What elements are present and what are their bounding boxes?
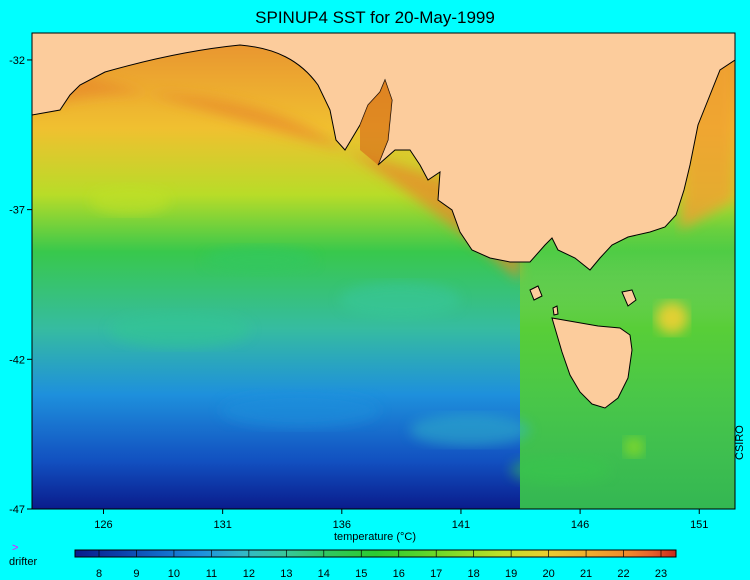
colorbar-tick-label: 22 (617, 568, 629, 580)
colorbar-tick-label: 19 (505, 568, 517, 580)
map-frame (31, 32, 736, 510)
drifter-marker-icon: > (12, 542, 19, 554)
latitude-axis: -32 -37 -42 -47 (9, 55, 32, 516)
colorbar-tick-label: 10 (168, 568, 180, 580)
colorbar-label: temperature (°C) (333, 531, 417, 543)
colorbar-tick-label: 23 (655, 568, 667, 580)
colorbar-tick-label: 21 (580, 568, 592, 580)
colorbar-tick-label: 16 (393, 568, 405, 580)
colorbar-tick-label: 13 (280, 568, 292, 580)
lon-tick-label: 136 (333, 519, 351, 531)
colorbar-tick-label: 15 (355, 568, 367, 580)
longitude-axis: 126 131 136 141 146 151 (94, 509, 708, 531)
tasmania-landmass (551, 317, 633, 409)
colorbar-tick-label: 11 (206, 568, 217, 580)
lat-tick-label: -42 (9, 354, 25, 366)
colorbar-tick-label: 12 (243, 568, 255, 580)
lat-tick-label: -47 (9, 504, 25, 516)
lat-tick-label: -32 (9, 55, 25, 67)
map-title: SPINUP4 SST for 20-May-1999 (255, 8, 495, 27)
lat-tick-label: -37 (9, 205, 25, 217)
king-island (552, 305, 559, 316)
colorbar-tick-label: 17 (430, 568, 442, 580)
colorbar-tick-label: 18 (468, 568, 480, 580)
colorbar-tick-label: 8 (96, 568, 102, 580)
lon-tick-label: 141 (452, 519, 470, 531)
colorbar: 8 9 10 11 12 13 14 15 16 17 18 19 20 21 22 23 (74, 549, 677, 580)
colorbar-tick-label: 20 (542, 568, 554, 580)
flinders-island (621, 289, 637, 307)
lon-tick-label: 131 (213, 519, 231, 531)
kangaroo-island (529, 285, 543, 301)
colorbar-tick-label: 14 (318, 568, 330, 580)
lon-tick-label: 126 (94, 519, 112, 531)
sst-field (32, 33, 735, 509)
colorbar-bar (74, 549, 677, 558)
drifter-legend-label: drifter (9, 556, 38, 568)
credit-label: CSIRO (734, 425, 746, 460)
colorbar-tick-label: 9 (133, 568, 139, 580)
lon-tick-label: 151 (690, 519, 708, 531)
lon-tick-label: 146 (571, 519, 589, 531)
